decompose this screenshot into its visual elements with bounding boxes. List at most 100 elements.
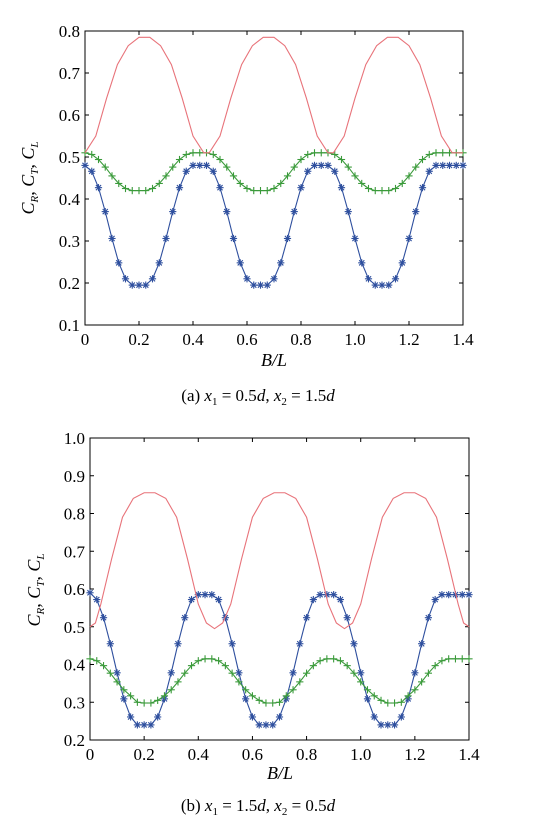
transmission-marker [439, 149, 447, 157]
transmission-marker [336, 657, 345, 665]
transmission-marker [438, 657, 446, 665]
transmission-marker [270, 184, 278, 193]
reflection-marker [115, 259, 123, 267]
transmission-marker [255, 696, 263, 704]
transmission-marker [182, 150, 190, 159]
transmission-marker [385, 187, 393, 195]
reflection-marker [418, 640, 426, 648]
reflection-marker [99, 614, 108, 622]
reflection-marker [290, 208, 298, 216]
transmission-marker [133, 698, 141, 706]
transmission-marker [390, 699, 399, 707]
x-tick-label: 0.8 [296, 745, 317, 764]
transmission-marker [148, 184, 157, 193]
transmission-marker [418, 678, 426, 686]
transmission-marker [135, 187, 143, 195]
reflection-marker [187, 595, 196, 604]
transmission-marker [256, 187, 265, 195]
transmission-marker [351, 172, 359, 180]
transmission-marker [358, 179, 366, 188]
transmission-marker [465, 655, 473, 663]
transmission-marker [297, 155, 305, 164]
x-tick-label: 1.0 [344, 330, 365, 349]
x-tick-label: 0.4 [188, 745, 210, 764]
transmission-marker [418, 155, 427, 164]
reflection-marker [432, 161, 440, 169]
reflection-marker [169, 208, 177, 216]
reflection-marker [229, 234, 238, 243]
reflection-marker [384, 721, 392, 729]
reflection-marker [155, 259, 163, 267]
transmission-marker [451, 655, 460, 663]
reflection-marker [214, 595, 223, 604]
transmission-marker [194, 657, 202, 665]
reflection-marker [302, 614, 311, 622]
transmission-marker [412, 163, 420, 171]
transmission-marker [115, 179, 123, 188]
transmission-marker [262, 699, 270, 707]
transmission-marker [377, 696, 385, 704]
transmission-marker [310, 149, 319, 157]
transmission-marker [128, 187, 136, 195]
transmission-marker [175, 155, 184, 164]
transmission-marker [269, 699, 277, 707]
transmission-marker [216, 155, 224, 164]
reflection-marker [236, 259, 244, 267]
transmission-marker [214, 657, 223, 665]
transmission-marker [147, 699, 155, 707]
transmission-marker [106, 669, 114, 677]
transmission-marker [398, 179, 406, 188]
reflection-marker [133, 721, 141, 729]
x-tick-label: 0.8 [290, 330, 311, 349]
y-axis-label-b: CR, CT, CL [24, 553, 47, 626]
transmission-marker [370, 692, 378, 700]
transmission-marker [330, 655, 338, 663]
y-tick-label: 0.2 [59, 274, 80, 293]
y-tick-label: 0.6 [59, 106, 80, 125]
reflection-marker [167, 669, 175, 677]
reflection-marker [127, 713, 135, 721]
reflection-marker [371, 281, 379, 289]
reflection-marker [148, 275, 157, 283]
reflection-marker [459, 161, 467, 169]
y-tick-label: 0.9 [64, 467, 85, 486]
transmission-marker [364, 184, 373, 193]
y-tick-label: 0.6 [64, 580, 85, 599]
transmission-marker [363, 686, 372, 694]
reflection-marker [378, 281, 386, 289]
transmission-marker [357, 678, 365, 686]
caption-b: (b) x1 = 1.5d, x2 = 0.5d [181, 796, 336, 818]
transmission-marker [223, 163, 231, 171]
transmission-marker [431, 662, 439, 670]
y-tick-label: 0.4 [59, 190, 81, 209]
reflection-marker [431, 595, 439, 604]
transmission-marker [121, 184, 130, 193]
reflection-marker [445, 161, 454, 169]
transmission-marker [371, 187, 379, 195]
reflection-marker [255, 721, 263, 729]
reflection-marker [228, 640, 236, 648]
reflection-marker [101, 208, 109, 216]
transmission-marker [236, 179, 244, 188]
reflection-marker [330, 591, 338, 599]
transmission-marker [304, 150, 312, 159]
transmission-marker [160, 692, 169, 700]
transmission-marker [142, 187, 150, 195]
x-tick-label: 1.0 [350, 745, 371, 764]
transmission-marker [201, 655, 209, 663]
reflection-marker [445, 591, 453, 599]
reflection-marker [310, 161, 319, 169]
transmission-marker [243, 184, 251, 193]
transmission-marker [458, 655, 466, 663]
reflection-marker [140, 721, 148, 729]
reflection-marker [269, 721, 277, 729]
transmission-marker [404, 692, 412, 700]
reflection-marker [223, 208, 231, 216]
reflection-marker [297, 184, 305, 192]
transmission-marker [316, 657, 324, 665]
reflection-marker [216, 184, 224, 192]
reflection-marker [439, 161, 447, 169]
transmission-marker [350, 669, 358, 677]
reflection-marker [196, 161, 204, 169]
transmission-line-b [89, 658, 469, 704]
